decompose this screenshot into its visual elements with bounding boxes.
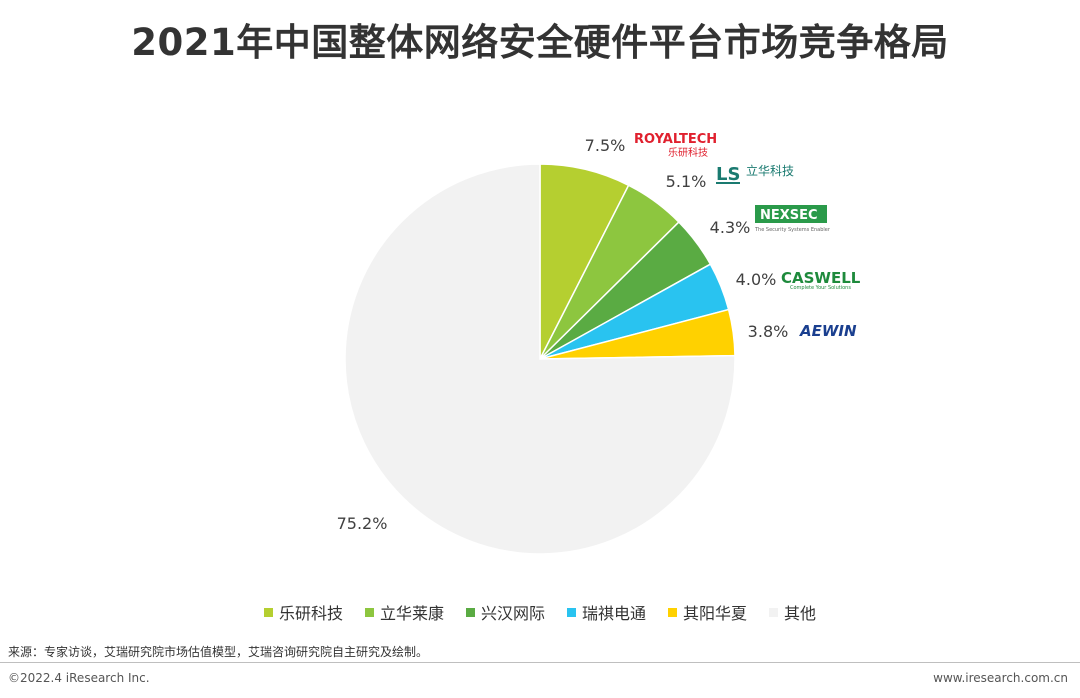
data-label-6: 75.2% [337, 514, 388, 533]
lanner-logo-sub: 立华科技 [746, 163, 794, 178]
legend-swatch [263, 607, 273, 617]
legend-label: 兴汉网际 [480, 604, 545, 623]
aewin-logo-main: AEWIN [799, 322, 857, 340]
legend-item-5: 其阳华夏 [668, 600, 747, 624]
lanner-logo-bar [716, 182, 740, 184]
legend-item-2: 立华莱康 [364, 600, 444, 624]
legend-swatch [465, 607, 475, 617]
legend-item-4: 瑞祺电通 [567, 600, 646, 624]
pie-slice-6 [344, 163, 736, 555]
data-label-3: 4.3% [710, 218, 751, 237]
caswell-logo-sub: Complete Your Solutions [790, 285, 851, 291]
nexsec-logo-bg [755, 205, 827, 223]
nexsec-logo-sub: The Security Systems Enabler [754, 227, 831, 233]
legend-label: 乐研科技 [278, 604, 343, 623]
website: www.iresearch.com.cn [933, 671, 1068, 685]
data-label-4: 4.0% [736, 270, 777, 289]
legend-swatch [364, 607, 374, 617]
legend-swatch [769, 607, 779, 617]
nexsec-logo-main: NEXSEC [760, 208, 818, 223]
legend-label: 瑞祺电通 [582, 604, 647, 623]
chart-title: 2021年中国整体网络安全硬件平台市场竞争格局 [131, 21, 949, 64]
legend-swatch [567, 607, 576, 617]
caswell-logo: CASWELL Complete Your Solutions [781, 269, 861, 291]
chart-legend: 乐研科技 立华莱康 兴汉网际 瑞祺电通 其阳华夏 其他 [0, 600, 1080, 624]
aewin-logo: AEWIN [799, 322, 857, 340]
legend-item-3: 兴汉网际 [465, 600, 545, 624]
legend-label: 其他 [784, 604, 817, 623]
lanner-logo-main: LS [716, 164, 740, 185]
footer-divider [0, 662, 1080, 663]
copyright: ©2022.4 iResearch Inc. [8, 671, 150, 685]
legend-item-6: 其他 [769, 600, 816, 624]
pie-chart: 7.5% 5.1% 4.3% 4.0% 3.8% 75.2% ROYALTECH 乐研科技… [337, 132, 861, 555]
source-note: 来源：专家访谈，艾瑞研究院市场估值模型，艾瑞咨询研究院自主研究及绘制。 [8, 645, 429, 659]
royaltech-logo-sub: 乐研科技 [668, 146, 708, 159]
royaltech-logo: ROYALTECH 乐研科技 [634, 132, 717, 159]
data-label-5: 3.8% [748, 322, 789, 341]
legend-swatch [668, 607, 678, 617]
nexcom-logo: NEXSEC The Security Systems Enabler [754, 205, 831, 233]
legend-item-1: 乐研科技 [263, 600, 343, 624]
data-label-1: 7.5% [585, 136, 626, 155]
legend-label: 其阳华夏 [683, 604, 748, 623]
caswell-logo-main: CASWELL [781, 269, 861, 287]
lanner-logo: LS 立华科技 [716, 163, 794, 185]
legend-label: 立华莱康 [379, 604, 444, 623]
data-label-2: 5.1% [666, 172, 707, 191]
royaltech-logo-main: ROYALTECH [634, 132, 717, 147]
